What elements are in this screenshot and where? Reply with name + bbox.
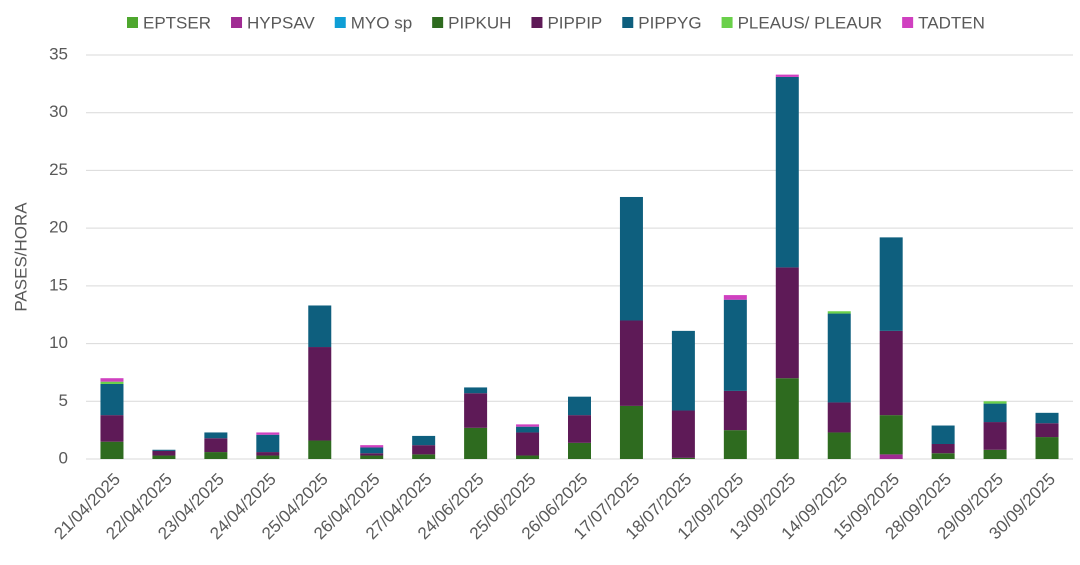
- legend-swatch: [127, 17, 138, 28]
- legend-label: TADTEN: [918, 13, 985, 32]
- bar-segment: [256, 452, 280, 456]
- bar-segment: [204, 438, 228, 453]
- bar-segment: [308, 347, 332, 441]
- bar-segment: [775, 74, 799, 77]
- y-tick-label: 20: [49, 218, 68, 237]
- bar-segment: [723, 390, 747, 431]
- bar-segment: [723, 295, 747, 300]
- bar-segment: [931, 443, 955, 454]
- bar-segment: [775, 267, 799, 379]
- bar-segment: [464, 393, 488, 428]
- bar-segment: [360, 453, 384, 456]
- bar-segment: [256, 432, 280, 435]
- bar-segment: [775, 378, 799, 459]
- bar-segment: [152, 450, 176, 456]
- bar-segment: [152, 449, 176, 451]
- legend-swatch: [334, 17, 346, 28]
- bar-segment: [360, 445, 384, 448]
- legend-label: HYPSAV: [247, 13, 315, 32]
- y-tick-label: 35: [49, 44, 68, 63]
- y-tick-label: 25: [49, 160, 68, 179]
- legend-label: PIPKUH: [448, 13, 511, 32]
- legend-swatch: [432, 17, 444, 28]
- bar-segment: [983, 401, 1007, 404]
- legend-label: MYO sp: [351, 13, 412, 32]
- bar-segment: [568, 415, 591, 443]
- bar-segment: [671, 330, 695, 411]
- bar-segment: [931, 453, 955, 459]
- bar-segment: [204, 452, 228, 459]
- bar-segment: [412, 445, 436, 455]
- bar-segment: [671, 410, 695, 458]
- y-axis-label: PASES/HORA: [11, 202, 30, 312]
- bar-segment: [983, 449, 1007, 459]
- bar-segment: [827, 313, 851, 403]
- bar-segment: [100, 378, 124, 382]
- bar-segment: [568, 442, 591, 459]
- y-tick-label: 30: [49, 102, 68, 121]
- bar-segment: [1035, 412, 1059, 424]
- y-tick-label: 10: [49, 333, 68, 352]
- bar-segment: [360, 447, 384, 454]
- bar-segment: [100, 415, 124, 442]
- y-tick-label: 5: [59, 391, 68, 410]
- bar-segment: [204, 432, 228, 439]
- bar-segment: [723, 299, 747, 391]
- bar-segment: [152, 455, 176, 459]
- bar-segment: [516, 455, 540, 459]
- legend-label: PIPPYG: [638, 13, 701, 32]
- bar-segment: [568, 396, 591, 416]
- bar-segment: [775, 76, 799, 268]
- bar-segment: [879, 454, 903, 459]
- y-tick-label: 15: [49, 275, 68, 294]
- bar-segment: [827, 311, 851, 314]
- bar-segment: [983, 422, 1007, 450]
- bar-segment: [360, 455, 384, 459]
- bar-segment: [516, 424, 540, 427]
- bar-segment: [879, 415, 903, 455]
- bar-segment: [256, 434, 280, 453]
- bar-segment: [464, 387, 488, 394]
- bar-segment: [619, 196, 643, 321]
- bar-segment: [308, 305, 332, 348]
- bar-segment: [619, 405, 643, 459]
- bar-segment: [827, 432, 851, 459]
- bar-segment: [1035, 423, 1059, 438]
- bar-segment: [256, 455, 280, 459]
- bar-segment: [100, 383, 124, 416]
- bar-segment: [516, 432, 540, 456]
- legend-label: PIPPIP: [547, 13, 602, 32]
- bar-segment: [100, 381, 124, 384]
- bar-segment: [1035, 437, 1059, 459]
- bar-segment: [983, 403, 1007, 423]
- bar-segment: [100, 441, 124, 459]
- bar-segment: [412, 454, 436, 459]
- bar-segment: [931, 425, 955, 444]
- legend-swatch: [902, 17, 914, 28]
- legend-label: PLEAUS/ PLEAUR: [738, 13, 883, 32]
- bar-segment: [671, 457, 695, 459]
- bar-segment: [723, 430, 747, 459]
- legend-swatch: [531, 17, 543, 28]
- bar-segment: [879, 330, 903, 416]
- bar-segment: [464, 427, 488, 459]
- legend-swatch: [721, 17, 733, 28]
- bar-segment: [827, 402, 851, 433]
- y-tick-label: 0: [59, 448, 68, 467]
- legend-label: EPTSER: [143, 13, 211, 32]
- legend-swatch: [622, 17, 634, 28]
- bar-segment: [619, 320, 643, 406]
- bar-segment: [879, 237, 903, 331]
- legend-swatch: [231, 17, 243, 28]
- bar-segment: [516, 426, 540, 433]
- bar-segment: [412, 435, 436, 446]
- bar-segment: [308, 440, 332, 459]
